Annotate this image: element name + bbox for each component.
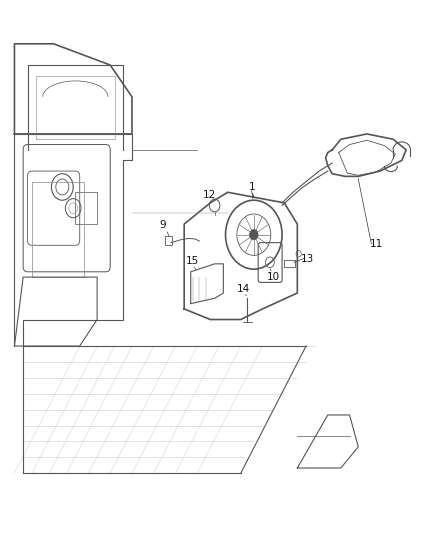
Bar xyxy=(75,192,97,224)
Bar xyxy=(32,182,84,277)
Text: 11: 11 xyxy=(370,239,383,249)
Bar xyxy=(284,260,295,266)
Text: 14: 14 xyxy=(237,284,251,294)
Circle shape xyxy=(250,230,258,240)
Bar xyxy=(166,236,172,245)
Text: 1: 1 xyxy=(248,182,255,192)
Text: 12: 12 xyxy=(203,190,216,200)
Text: 9: 9 xyxy=(159,220,166,230)
Text: 13: 13 xyxy=(301,254,314,263)
Text: 15: 15 xyxy=(185,256,199,266)
Text: 10: 10 xyxy=(267,272,280,282)
